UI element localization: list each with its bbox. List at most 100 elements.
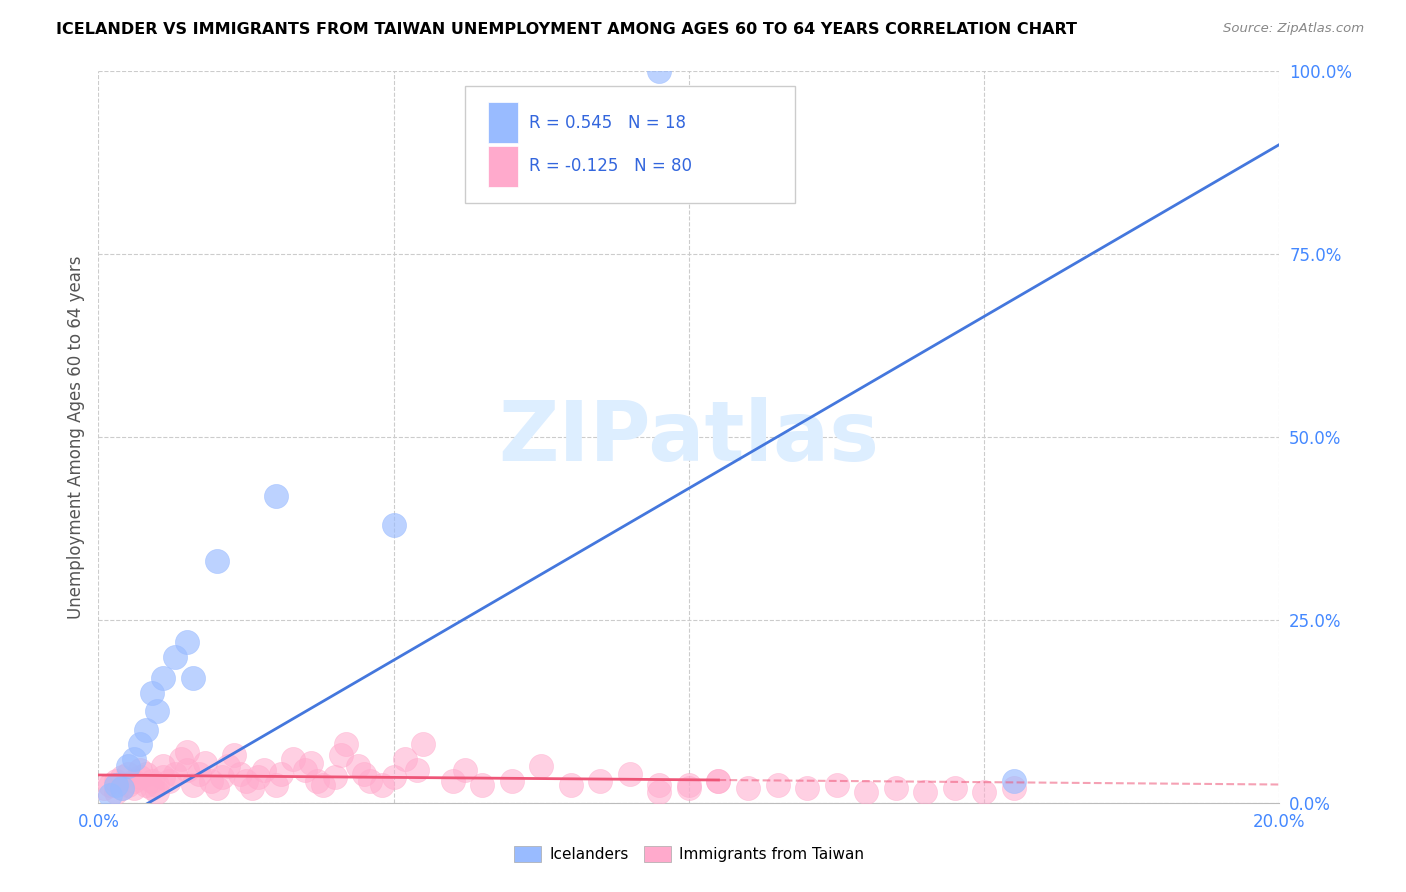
Point	[205, 781, 228, 796]
Point	[105, 778, 128, 792]
Point	[205, 554, 228, 568]
Point	[501, 773, 523, 788]
Point	[825, 778, 848, 792]
Point	[135, 723, 157, 737]
Point	[359, 773, 381, 788]
Point	[253, 763, 276, 777]
Point	[382, 770, 405, 784]
Point	[117, 759, 139, 773]
Point	[648, 778, 671, 792]
Point	[122, 781, 145, 796]
Point	[187, 766, 209, 780]
Point	[111, 770, 134, 784]
Point	[135, 766, 157, 780]
Point	[122, 773, 145, 788]
Point	[471, 778, 494, 792]
Point	[229, 766, 252, 780]
Text: Source: ZipAtlas.com: Source: ZipAtlas.com	[1223, 22, 1364, 36]
Point	[264, 489, 287, 503]
Point	[305, 773, 328, 788]
Point	[141, 686, 163, 700]
Point	[412, 737, 434, 751]
Point	[152, 759, 174, 773]
Point	[678, 778, 700, 792]
Point	[98, 789, 121, 803]
Point	[217, 759, 239, 773]
Bar	[488, 103, 517, 143]
Point	[560, 778, 582, 792]
Point	[141, 773, 163, 788]
Point	[111, 781, 134, 796]
Point	[737, 781, 759, 796]
Point	[648, 785, 671, 799]
Point	[176, 763, 198, 777]
Point	[141, 781, 163, 796]
Point	[353, 766, 375, 780]
Text: R = -0.125   N = 80: R = -0.125 N = 80	[530, 158, 693, 176]
Point	[294, 763, 316, 777]
Point	[371, 778, 394, 792]
Point	[914, 785, 936, 799]
Point	[707, 773, 730, 788]
Point	[111, 781, 134, 796]
Point	[707, 773, 730, 788]
Point	[884, 781, 907, 796]
Point	[128, 770, 150, 784]
Point	[146, 785, 169, 799]
FancyBboxPatch shape	[464, 86, 796, 203]
Bar	[488, 146, 517, 186]
Point	[1002, 773, 1025, 788]
Point	[194, 756, 217, 770]
Text: ZIPatlas: ZIPatlas	[499, 397, 879, 477]
Point	[270, 766, 292, 780]
Point	[224, 748, 246, 763]
Point	[117, 766, 139, 780]
Point	[347, 759, 370, 773]
Point	[235, 773, 257, 788]
Point	[200, 773, 222, 788]
Point	[170, 752, 193, 766]
Point	[157, 773, 180, 788]
Point	[246, 770, 269, 784]
Point	[382, 517, 405, 532]
Point	[766, 778, 789, 792]
Point	[176, 635, 198, 649]
Point	[98, 778, 121, 792]
Point	[619, 766, 641, 780]
Point	[135, 778, 157, 792]
Y-axis label: Unemployment Among Ages 60 to 64 years: Unemployment Among Ages 60 to 64 years	[66, 255, 84, 619]
Point	[165, 766, 187, 780]
Legend: Icelanders, Immigrants from Taiwan: Icelanders, Immigrants from Taiwan	[508, 840, 870, 868]
Point	[796, 781, 818, 796]
Point	[165, 649, 187, 664]
Point	[855, 785, 877, 799]
Point	[312, 778, 335, 792]
Point	[406, 763, 429, 777]
Point	[335, 737, 357, 751]
Point	[530, 759, 553, 773]
Point	[181, 778, 204, 792]
Point	[283, 752, 305, 766]
Point	[152, 770, 174, 784]
Point	[394, 752, 416, 766]
Point	[589, 773, 612, 788]
Point	[181, 672, 204, 686]
Point	[211, 770, 233, 784]
Point	[264, 778, 287, 792]
Point	[128, 737, 150, 751]
Point	[1002, 781, 1025, 796]
Point	[453, 763, 475, 777]
Point	[176, 745, 198, 759]
Point	[128, 763, 150, 777]
Point	[441, 773, 464, 788]
Point	[146, 705, 169, 719]
Point	[146, 778, 169, 792]
Point	[105, 785, 128, 799]
Point	[973, 785, 995, 799]
Text: R = 0.545   N = 18: R = 0.545 N = 18	[530, 113, 686, 131]
Point	[105, 773, 128, 788]
Point	[240, 781, 263, 796]
Point	[323, 770, 346, 784]
Text: ICELANDER VS IMMIGRANTS FROM TAIWAN UNEMPLOYMENT AMONG AGES 60 TO 64 YEARS CORRE: ICELANDER VS IMMIGRANTS FROM TAIWAN UNEM…	[56, 22, 1077, 37]
Point	[299, 756, 322, 770]
